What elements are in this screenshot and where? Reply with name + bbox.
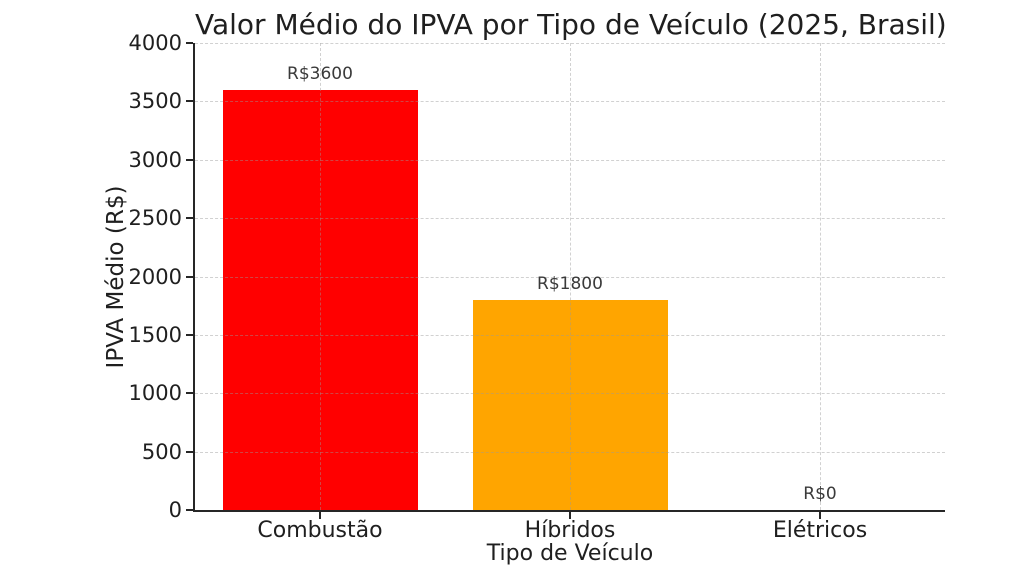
x-tick-mark (569, 512, 571, 519)
y-tick-mark (186, 100, 193, 103)
y-tick-mark (186, 333, 193, 336)
bar-híbridos (472, 299, 668, 510)
y-tick-label: 3000 (128, 147, 182, 172)
y-gridline (195, 334, 945, 336)
y-tick-label: 2000 (128, 264, 182, 289)
y-gridline (195, 393, 945, 395)
y-tick-mark (186, 392, 193, 395)
x-tick-label: Elétricos (772, 518, 868, 543)
y-tick-label: 4000 (128, 31, 182, 55)
x-tick-label: Combustão (257, 518, 383, 543)
y-gridline (195, 451, 945, 453)
y-tick-label: 1500 (128, 322, 182, 347)
bar-value-label: R$0 (803, 484, 837, 504)
y-gridline (195, 43, 945, 44)
y-tick-mark (186, 275, 193, 278)
y-axis-title: IPVA Médio (R$) (103, 185, 129, 369)
x-gridline (320, 43, 321, 510)
x-tick-label: Híbridos (524, 518, 616, 543)
y-tick-mark (186, 450, 193, 453)
y-tick-label: 1000 (128, 381, 182, 406)
y-tick-mark (186, 42, 193, 44)
x-tick-mark (319, 512, 321, 519)
x-tick-mark (819, 512, 821, 519)
y-tick-mark (186, 158, 193, 161)
x-gridline (570, 43, 571, 510)
y-tick-label: 3500 (128, 89, 182, 114)
bar-value-label: R$1800 (537, 273, 603, 294)
y-tick-label: 0 (168, 498, 182, 522)
y-tick-mark (186, 509, 193, 511)
bar-combustão (222, 89, 418, 510)
y-tick-label: 2500 (128, 206, 182, 231)
y-gridline (195, 101, 945, 103)
plot-area: 0 500 1000 1500 2000 2500 3000 3500 4000 Combustã… (129, 31, 945, 543)
y-tick-mark (186, 217, 193, 220)
y-tick-label: 500 (141, 439, 182, 464)
y-gridline (195, 276, 945, 278)
x-axis-title: Tipo de Veículo (486, 541, 654, 566)
y-gridline (195, 218, 945, 220)
y-gridline (195, 159, 945, 161)
x-gridline (820, 43, 821, 510)
chart-title: Valor Médio do IPVA por Tipo de Veículo … (195, 8, 947, 41)
bar-value-label: R$3600 (287, 63, 353, 84)
